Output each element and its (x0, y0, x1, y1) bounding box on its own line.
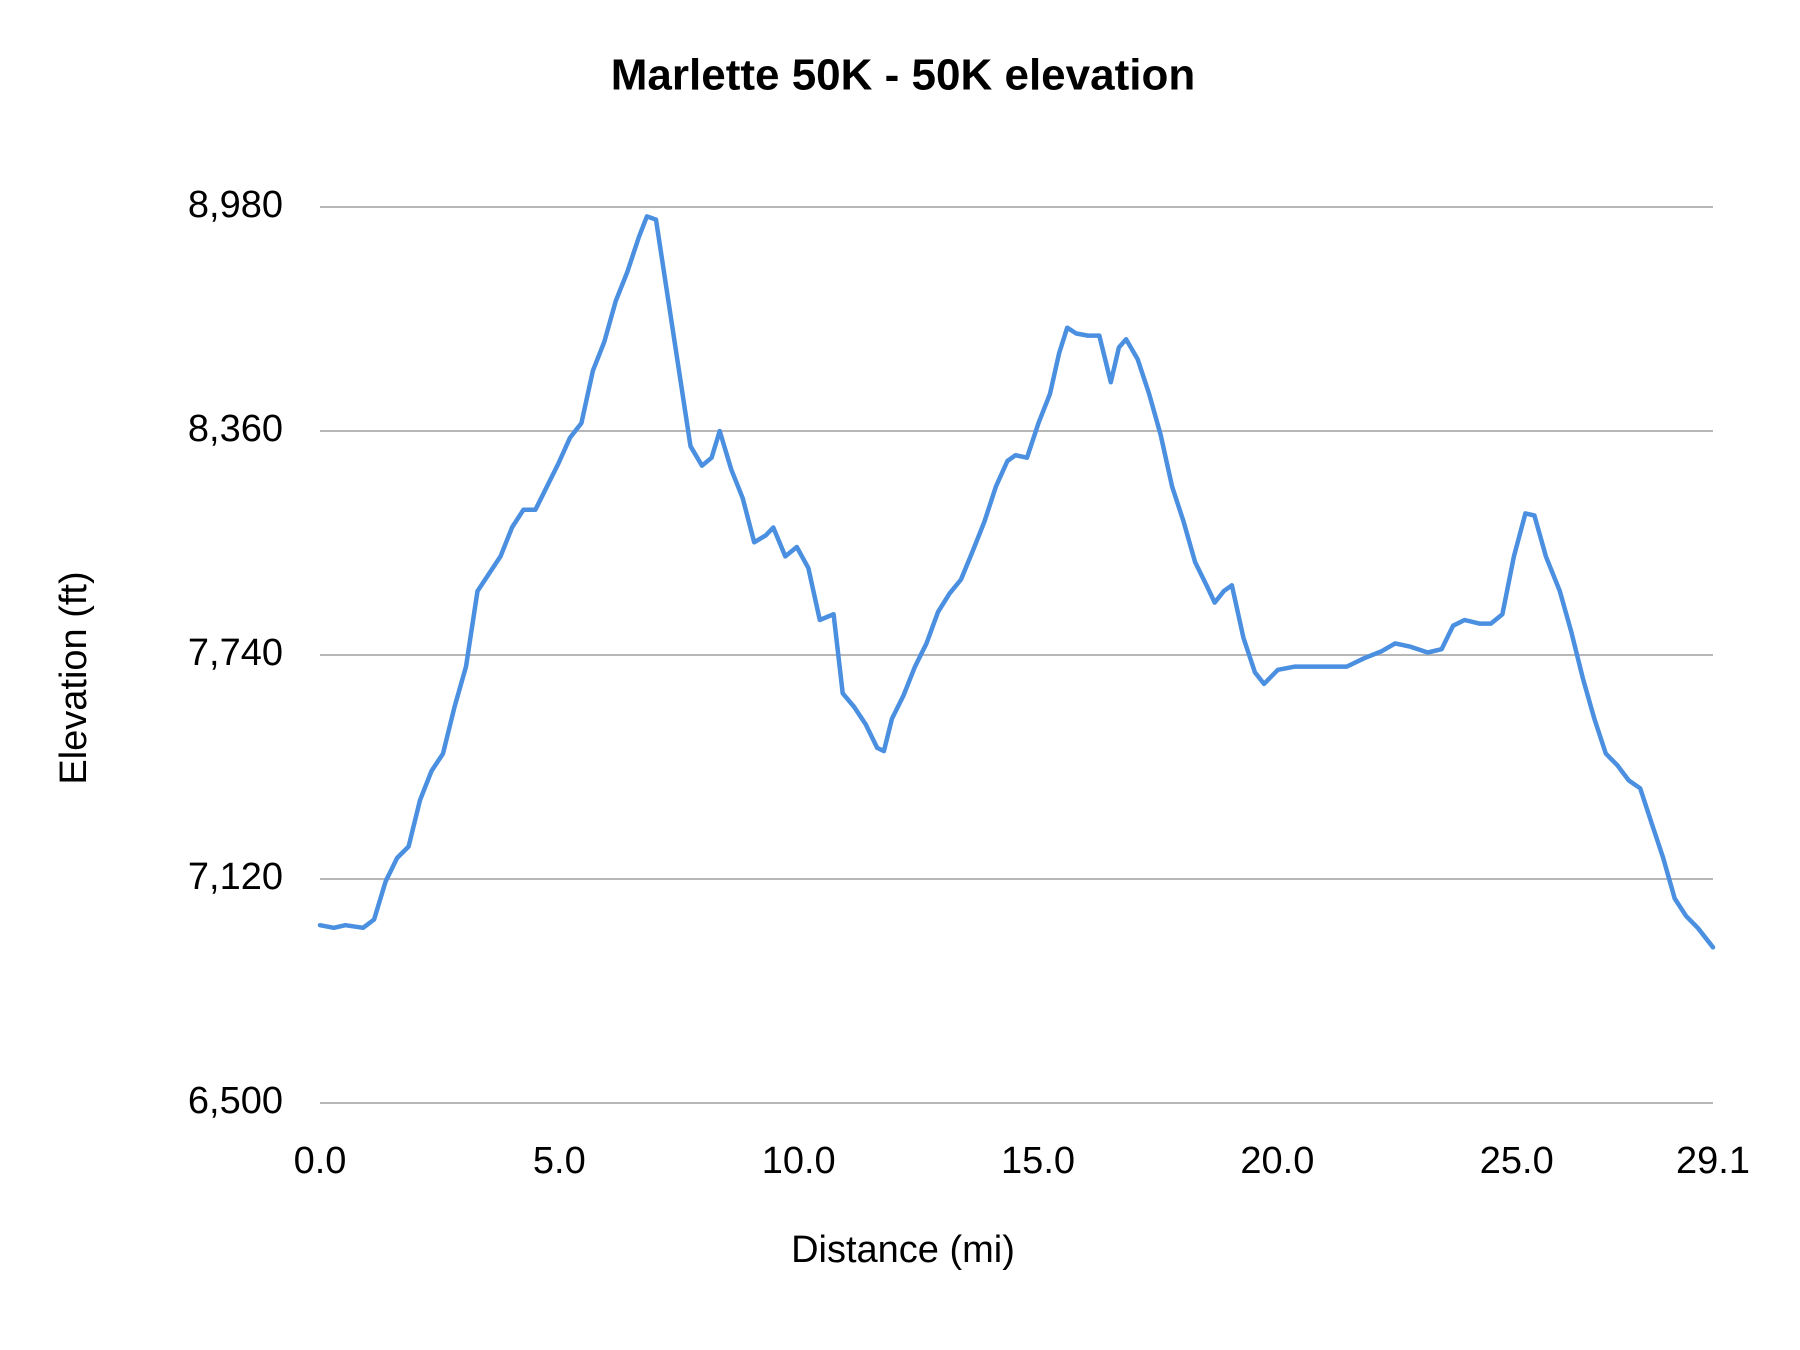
x-tick-label: 29.1 (1676, 1140, 1750, 1182)
y-axis-title: Elevation (ft) (53, 571, 95, 784)
x-tick-label: 0.0 (294, 1140, 347, 1182)
y-tick-label: 6,500 (188, 1080, 283, 1122)
x-tick-label: 5.0 (533, 1140, 586, 1182)
y-tick-label: 7,120 (188, 856, 283, 898)
x-axis-title: Distance (mi) (791, 1229, 1015, 1271)
y-tick-label: 8,360 (188, 408, 283, 450)
elevation-line (317, 214, 1716, 950)
x-tick-label: 20.0 (1240, 1140, 1314, 1182)
chart-title: Marlette 50K - 50K elevation (611, 51, 1195, 100)
y-tick-label: 8,980 (188, 184, 283, 226)
y-tick-label: 7,740 (188, 632, 283, 674)
x-tick-label: 15.0 (1001, 1140, 1075, 1182)
x-tick-label: 10.0 (762, 1140, 836, 1182)
x-tick-label: 25.0 (1480, 1140, 1554, 1182)
